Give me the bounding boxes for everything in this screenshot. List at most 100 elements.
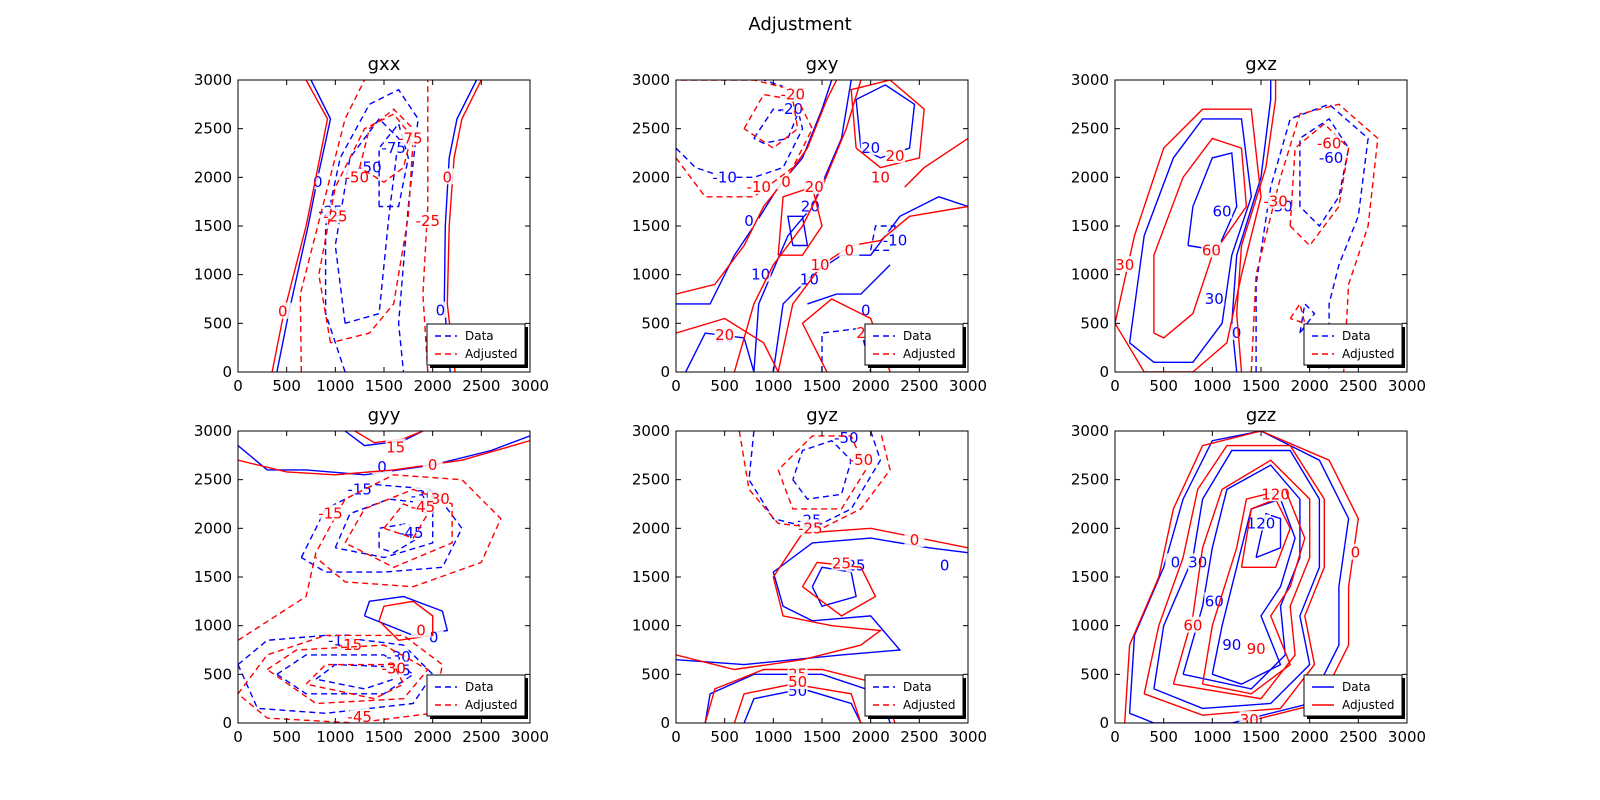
contour-line-adjusted bbox=[318, 113, 414, 344]
contour-line-adjusted bbox=[378, 600, 434, 642]
x-tick-label: 0 bbox=[1110, 377, 1120, 395]
contour-label: 0 bbox=[744, 212, 754, 230]
contour-line-data bbox=[676, 80, 833, 305]
contour-label-bg bbox=[1321, 148, 1342, 165]
contour-label: 90 bbox=[1247, 640, 1266, 658]
contour-label: -30 bbox=[381, 659, 406, 677]
contour-line-data bbox=[276, 80, 332, 372]
contour-line-adjusted bbox=[383, 503, 429, 539]
contour-label: -20 bbox=[781, 86, 806, 104]
x-tick-label: 500 bbox=[1149, 728, 1178, 746]
contour-label: 30 bbox=[1115, 256, 1134, 274]
contour-line-adjusted bbox=[904, 137, 968, 188]
subplot-grid: gxx00-25-50-7500-25-25-50-75050010001500… bbox=[194, 54, 1426, 746]
x-tick-label: 1000 bbox=[316, 377, 354, 395]
x-tick-label: 2000 bbox=[852, 377, 890, 395]
contour-label-bg bbox=[1201, 241, 1222, 258]
x-tick-label: 1500 bbox=[365, 728, 403, 746]
contour-label: -50 bbox=[849, 451, 874, 469]
contour-line-adjusted bbox=[777, 186, 823, 256]
contour-label-bg bbox=[1265, 485, 1286, 502]
subplot-gxx: gxx00-25-50-7500-25-25-50-75050010001500… bbox=[194, 54, 549, 395]
contour-label: 120 bbox=[1261, 485, 1290, 503]
y-tick-label: 500 bbox=[1080, 314, 1109, 332]
x-tick-label: 1000 bbox=[754, 377, 792, 395]
contour-label-bg bbox=[1182, 616, 1203, 633]
contour-label-bg bbox=[383, 659, 404, 676]
contour-line-data bbox=[787, 215, 809, 247]
contour-line-data bbox=[855, 84, 916, 159]
legend: Data Adjusted bbox=[426, 674, 528, 719]
x-tick-label: 2500 bbox=[462, 728, 500, 746]
y-tick-label: 3000 bbox=[632, 422, 670, 440]
legend-label: Data bbox=[1342, 680, 1371, 694]
x-tick-label: 1000 bbox=[316, 728, 354, 746]
contour-line-data bbox=[324, 88, 419, 372]
contour-line-data bbox=[344, 431, 424, 447]
contour-label: 0 bbox=[910, 531, 920, 549]
y-tick-label: 2000 bbox=[194, 519, 232, 537]
contour-label: 120 bbox=[1247, 514, 1276, 532]
legend-label: Adjusted bbox=[903, 347, 956, 361]
contour-label-bg bbox=[885, 146, 905, 163]
x-tick-label: 1000 bbox=[1193, 377, 1231, 395]
contour-line-adjusted bbox=[676, 527, 968, 671]
legend-box bbox=[1303, 323, 1403, 366]
contour-line-adjusted bbox=[1289, 302, 1306, 325]
contour-line-adjusted bbox=[1153, 137, 1248, 339]
contour-line-adjusted bbox=[1143, 444, 1325, 716]
x-tick-label: 3000 bbox=[1388, 728, 1426, 746]
contour-line-adjusted bbox=[733, 80, 862, 372]
y-tick-label: 500 bbox=[1080, 665, 1109, 683]
y-tick-label: 2500 bbox=[632, 120, 670, 138]
x-tick-label: 1500 bbox=[1242, 728, 1280, 746]
x-tick-label: 1000 bbox=[754, 728, 792, 746]
x-tick-label: 2500 bbox=[900, 377, 938, 395]
y-tick-label: 0 bbox=[222, 714, 232, 732]
contour-label-bg bbox=[412, 497, 433, 514]
subplot-gyy: gyy00-15-30-45-15-30-450150-15-30-45-15-… bbox=[194, 405, 549, 746]
contour-line-adjusted bbox=[1235, 80, 1277, 372]
contour-label: 60 bbox=[1213, 202, 1232, 220]
y-tick-label: 500 bbox=[641, 314, 670, 332]
x-tick-label: 3000 bbox=[949, 377, 987, 395]
contour-label-bg bbox=[339, 636, 360, 653]
contour-label: 90 bbox=[1222, 636, 1241, 654]
contour-line-data bbox=[753, 108, 799, 145]
y-tick-label: 2500 bbox=[194, 471, 232, 489]
y-tick-label: 2500 bbox=[194, 120, 232, 138]
y-tick-label: 0 bbox=[660, 714, 670, 732]
contour-label: -45 bbox=[411, 498, 436, 516]
y-tick-label: 3000 bbox=[194, 71, 232, 89]
contour-label: -30 bbox=[1263, 193, 1288, 211]
contour-line-adjusted bbox=[271, 80, 329, 372]
y-tick-label: 0 bbox=[222, 363, 232, 381]
contour-label-bg bbox=[850, 451, 871, 468]
contour-label: -60 bbox=[1317, 134, 1342, 152]
contour-line-adjusted bbox=[238, 634, 444, 723]
x-tick-label: 3000 bbox=[949, 728, 987, 746]
y-tick-label: 0 bbox=[1099, 363, 1109, 381]
contour-line-data bbox=[238, 435, 530, 476]
contour-line-adjusted bbox=[801, 561, 877, 617]
contour-label-bg bbox=[860, 139, 881, 156]
contour-label-bg bbox=[870, 168, 891, 185]
x-tick-label: 1500 bbox=[803, 728, 841, 746]
contour-line-data bbox=[1299, 302, 1316, 334]
legend: Data Adjusted bbox=[1303, 674, 1405, 719]
x-tick-label: 0 bbox=[671, 728, 681, 746]
x-tick-label: 2000 bbox=[414, 728, 452, 746]
contour-label-bg bbox=[750, 265, 771, 282]
contour-label-bg bbox=[714, 326, 735, 343]
y-tick-label: 1500 bbox=[632, 217, 670, 235]
figure-title: Adjustment bbox=[748, 14, 851, 35]
contour-label: -15 bbox=[347, 480, 372, 498]
y-tick-label: 3000 bbox=[632, 71, 670, 89]
y-tick-label: 500 bbox=[203, 665, 232, 683]
contour-label-bg bbox=[1115, 255, 1135, 272]
contour-label-bg bbox=[885, 231, 905, 248]
contour-line-adjusted bbox=[1250, 103, 1379, 372]
contour-line-data bbox=[676, 537, 968, 666]
y-tick-label: 1500 bbox=[1071, 217, 1109, 235]
